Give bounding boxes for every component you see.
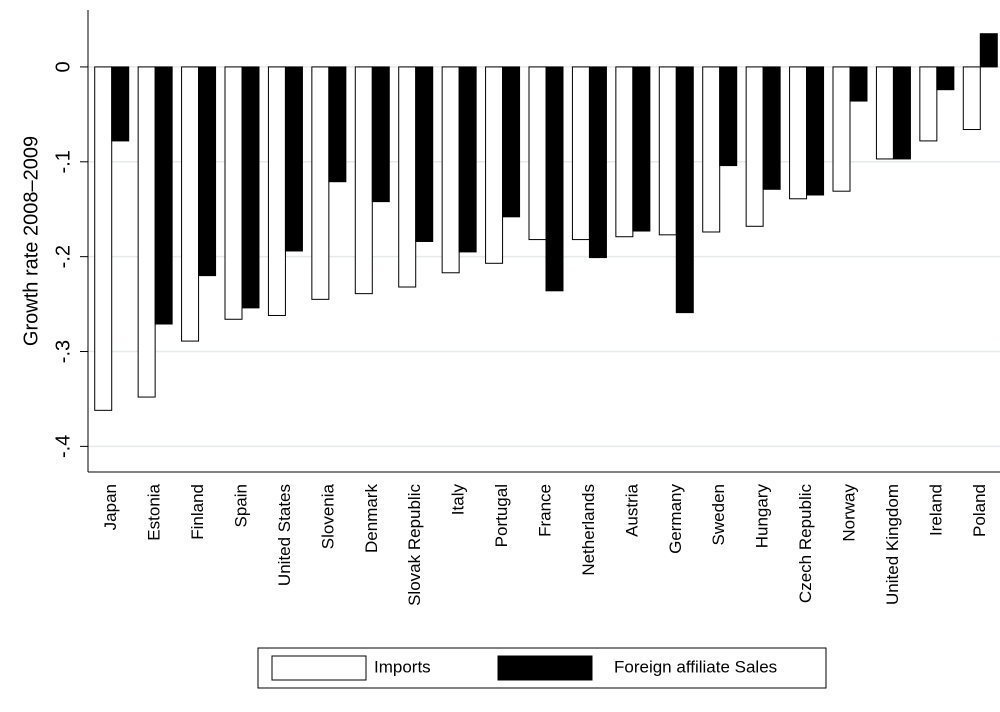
bar	[241, 66, 260, 309]
bar	[762, 66, 781, 190]
bar	[571, 66, 590, 241]
bar	[719, 66, 738, 167]
bar	[745, 66, 764, 227]
bar	[936, 66, 955, 91]
bar	[528, 66, 547, 241]
bar	[675, 66, 694, 314]
bar	[267, 66, 286, 316]
x-tick-label: Germany	[666, 484, 685, 554]
bar	[892, 66, 911, 160]
bar	[224, 66, 243, 320]
y-tick-label: -.1	[52, 150, 74, 173]
y-tick-label: -.2	[52, 245, 74, 268]
bar	[371, 66, 390, 203]
bar	[94, 66, 113, 411]
x-tick-label: Sweden	[709, 484, 728, 545]
bar	[919, 66, 938, 142]
x-tick-label: Netherlands	[579, 484, 598, 576]
legend-swatch	[271, 655, 367, 681]
x-tick-label: Hungary	[753, 484, 772, 549]
bar	[154, 66, 173, 325]
x-tick-label: United States	[275, 484, 294, 586]
x-tick-label: Czech Republic	[796, 484, 815, 604]
bar	[398, 66, 417, 288]
bar	[658, 66, 677, 236]
bar	[832, 66, 851, 192]
y-tick-label: 0	[52, 61, 74, 72]
bar	[415, 66, 434, 242]
y-axis-title: Growth rate 2008–2009	[20, 136, 42, 346]
bar	[806, 66, 825, 196]
y-tick-label: -.4	[52, 435, 74, 458]
legend-swatch	[497, 655, 593, 681]
x-tick-label: Estonia	[145, 483, 164, 540]
bar	[181, 66, 200, 342]
bar	[198, 66, 217, 277]
bar	[789, 66, 808, 200]
x-tick-label: Austria	[622, 483, 641, 536]
x-tick-label: Finland	[188, 484, 207, 540]
x-tick-label: Portugal	[492, 484, 511, 547]
bar	[284, 66, 303, 252]
bar	[849, 66, 868, 102]
bar	[632, 66, 651, 232]
bar	[588, 66, 607, 259]
bar	[485, 66, 504, 264]
bar	[441, 66, 460, 274]
x-tick-label: Spain	[231, 484, 250, 527]
x-tick-label: Slovenia	[318, 483, 337, 549]
x-tick-label: Poland	[970, 484, 989, 537]
bar	[979, 33, 998, 68]
x-tick-label: Denmark	[362, 484, 381, 553]
legend-label: Foreign affiliate Sales	[614, 657, 777, 676]
x-tick-label: Slovak Republic	[405, 484, 424, 606]
bar	[545, 66, 564, 292]
bar	[328, 66, 347, 183]
x-tick-label: France	[535, 484, 554, 537]
bar	[875, 66, 894, 160]
bar	[458, 66, 477, 253]
x-tick-label: United Kingdom	[883, 484, 902, 605]
x-tick-label: Italy	[449, 484, 468, 516]
bar	[702, 66, 721, 233]
bar	[137, 66, 156, 398]
x-tick-label: Ireland	[926, 484, 945, 536]
bar	[615, 66, 634, 238]
bar	[354, 66, 373, 295]
bar	[962, 66, 981, 131]
bar	[311, 66, 330, 300]
bar	[502, 66, 521, 218]
x-tick-label: Japan	[101, 484, 120, 530]
legend-label: Imports	[374, 657, 431, 676]
x-tick-label: Norway	[839, 484, 858, 542]
bar	[111, 66, 130, 142]
y-tick-label: -.3	[52, 340, 74, 363]
